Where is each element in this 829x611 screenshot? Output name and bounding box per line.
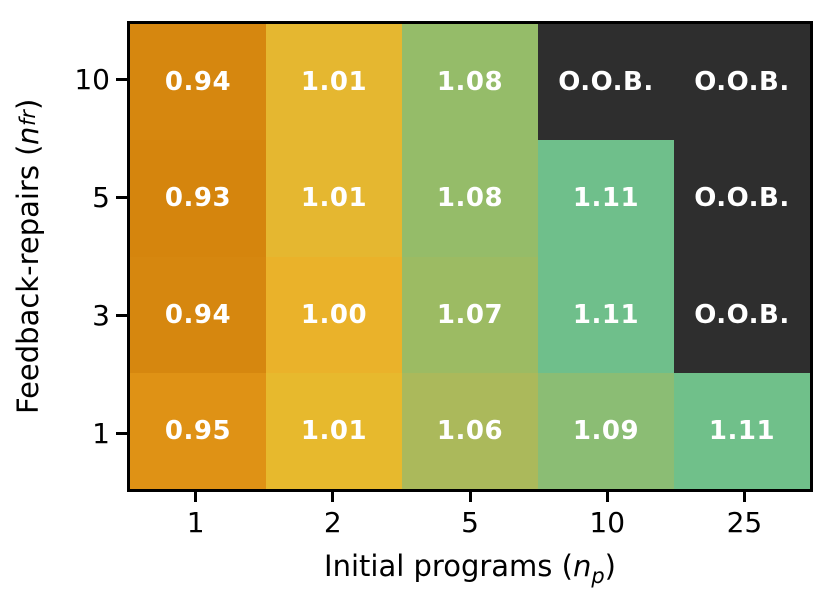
heatmap-cell: 1.07	[402, 256, 538, 373]
heatmap-cell-oob: O.O.B.	[674, 256, 810, 373]
heatmap-cell: 1.01	[266, 372, 402, 489]
y-tick-mark	[116, 313, 127, 317]
heatmap-cell: 0.94	[130, 256, 266, 373]
x-tick-mark	[331, 492, 335, 502]
y-axis-tick-labels: 10 5 3 1	[0, 21, 110, 492]
x-tick-mark	[742, 492, 746, 502]
heatmap-cell: 1.08	[402, 24, 538, 141]
x-tick-label: 2	[323, 506, 342, 539]
x-axis-title-var: n	[572, 549, 592, 583]
y-tick-label: 1	[92, 416, 110, 450]
x-tick-mark	[194, 492, 198, 502]
x-axis-title-suffix: )	[604, 549, 616, 583]
x-axis-title-text: Initial programs (	[324, 549, 573, 583]
heatmap-cell: 0.93	[130, 140, 266, 257]
heatmap-cell-oob: O.O.B.	[538, 24, 674, 141]
heatmap-plot-area: 0.94 1.01 1.08 O.O.B. O.O.B. 0.93 1.01 1…	[127, 21, 813, 492]
x-tick-mark	[605, 492, 609, 502]
x-axis-tick-labels: 1 2 5 10 25	[127, 506, 813, 539]
x-tick-label: 5	[461, 506, 479, 539]
y-tick-label: 3	[92, 298, 110, 332]
y-tick-mark	[116, 78, 127, 82]
heatmap-cell-oob: O.O.B.	[674, 140, 810, 257]
y-tick-mark	[116, 431, 127, 435]
heatmap-cell: 0.94	[130, 24, 266, 141]
x-axis-title-sub: p	[591, 563, 605, 588]
heatmap-cell: 1.11	[538, 140, 674, 257]
heatmap-cell: 1.09	[538, 372, 674, 489]
heatmap-cell: 0.95	[130, 372, 266, 489]
heatmap-cell: 1.08	[402, 140, 538, 257]
heatmap-grid: 0.94 1.01 1.08 O.O.B. O.O.B. 0.93 1.01 1…	[130, 24, 810, 489]
x-tick-label: 10	[589, 506, 626, 539]
y-tick-mark	[116, 196, 127, 200]
x-axis-title: Initial programs (np)	[127, 549, 813, 588]
y-tick-label: 5	[92, 181, 110, 215]
heatmap-cell: 1.01	[266, 24, 402, 141]
x-tick-mark	[468, 492, 472, 502]
x-tick-label: 1	[186, 506, 205, 539]
heatmap-cell: 1.11	[538, 256, 674, 373]
heatmap-cell: 1.06	[402, 372, 538, 489]
heatmap-cell: 1.00	[266, 256, 402, 373]
heatmap-cell-oob: O.O.B.	[674, 24, 810, 141]
heatmap-cell: 1.01	[266, 140, 402, 257]
y-tick-label: 10	[74, 63, 110, 97]
x-axis-ticks	[127, 492, 813, 502]
y-axis-ticks	[116, 21, 127, 492]
heatmap-cell: 1.11	[674, 372, 810, 489]
x-tick-label: 25	[726, 506, 763, 539]
